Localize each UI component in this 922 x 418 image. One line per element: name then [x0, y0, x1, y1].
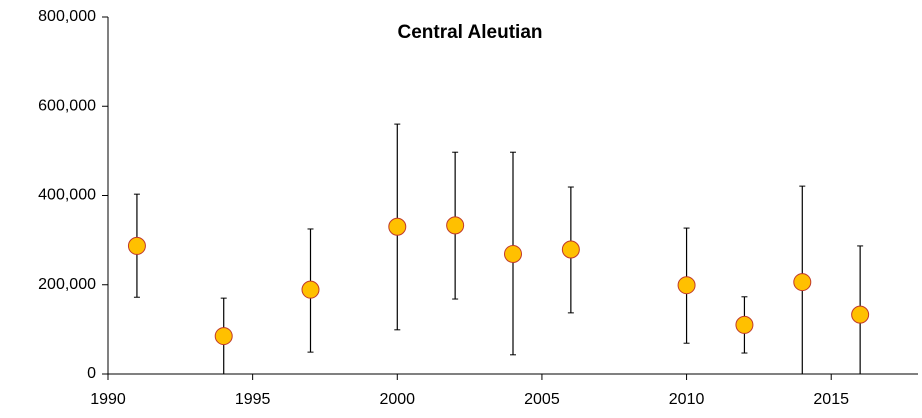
point	[388, 217, 407, 236]
point	[735, 315, 754, 334]
y-tick-label: 0	[87, 365, 96, 382]
point	[127, 236, 146, 255]
x-tick-label: 2000	[379, 391, 415, 408]
point	[301, 280, 320, 299]
y-tick-label: 400,000	[38, 187, 96, 204]
point	[561, 240, 580, 259]
x-tick-label: 2005	[524, 391, 560, 408]
y-tick-label: 600,000	[38, 97, 96, 114]
point	[677, 276, 696, 295]
x-tick-label: 2015	[813, 391, 849, 408]
y-tick-label: 800,000	[38, 8, 96, 25]
point	[851, 305, 870, 324]
x-tick-label: 2010	[669, 391, 705, 408]
x-tick-label: 1990	[90, 391, 126, 408]
x-tick-label: 1995	[235, 391, 271, 408]
point	[504, 244, 522, 263]
point	[793, 273, 812, 292]
y-tick-label: 200,000	[38, 276, 96, 293]
chart-title: Central Aleutian	[398, 22, 543, 43]
point	[446, 216, 465, 235]
point	[214, 327, 233, 346]
